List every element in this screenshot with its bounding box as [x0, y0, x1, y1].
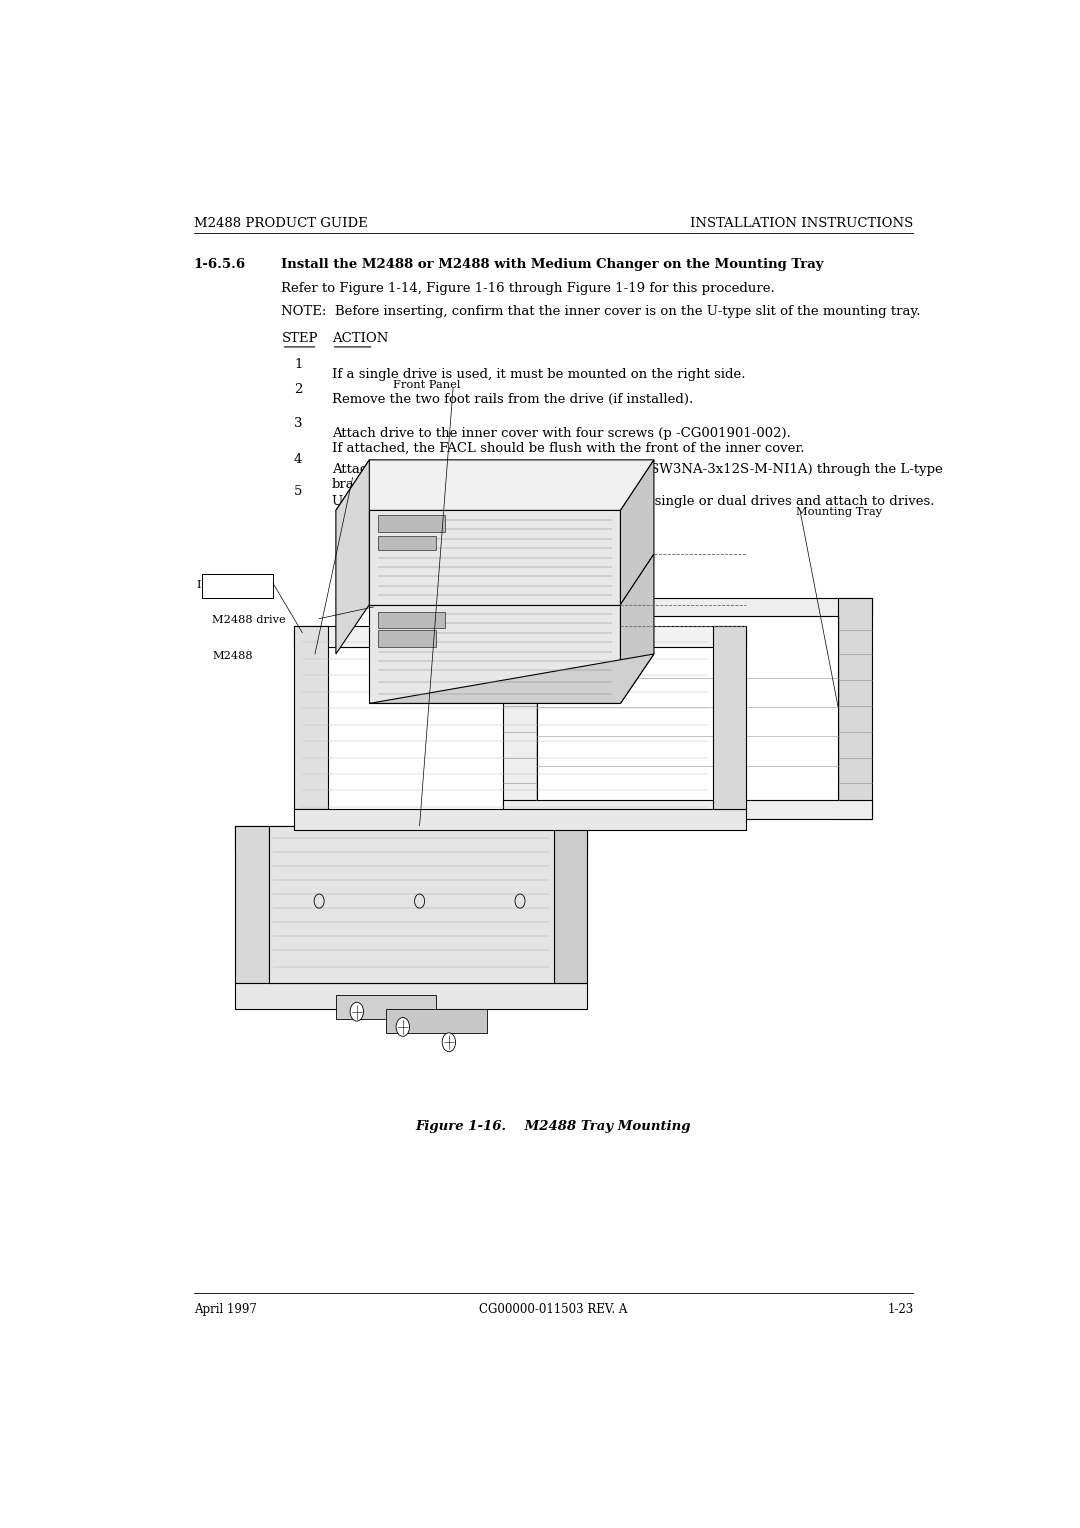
- Text: CG00000-011503 REV. A: CG00000-011503 REV. A: [480, 1303, 627, 1316]
- Text: M2488: M2488: [212, 651, 253, 660]
- Text: Refer to Figure 1-14, Figure 1-16 through Figure 1-19 for this procedure.: Refer to Figure 1-14, Figure 1-16 throug…: [282, 281, 775, 295]
- Text: Attach the rear of the drive with one screw (r - SW3NA-3x12S-M-NI1A) through the: Attach the rear of the drive with one sc…: [332, 463, 943, 492]
- Polygon shape: [235, 825, 588, 851]
- Text: Mounting Tray: Mounting Tray: [796, 507, 882, 516]
- Text: 5: 5: [294, 486, 302, 498]
- Text: 4: 4: [294, 454, 302, 466]
- Text: Front Panel: Front Panel: [393, 380, 460, 390]
- Polygon shape: [202, 575, 273, 597]
- Text: 2: 2: [294, 384, 302, 396]
- Text: 1: 1: [294, 358, 302, 371]
- Text: Remove the two foot rails from the drive (if installed).: Remove the two foot rails from the drive…: [332, 393, 693, 406]
- Polygon shape: [378, 631, 436, 646]
- Polygon shape: [620, 460, 653, 605]
- Circle shape: [350, 1002, 364, 1021]
- Polygon shape: [503, 597, 872, 616]
- Text: 3: 3: [294, 417, 302, 429]
- Polygon shape: [503, 799, 872, 819]
- Text: Inner Cover: Inner Cover: [197, 581, 266, 590]
- Text: M2488 drive: M2488 drive: [212, 616, 286, 625]
- Circle shape: [396, 1018, 409, 1036]
- Text: Attach drive to the inner cover with four screws (p -CG001901-002).
If attached,: Attach drive to the inner cover with fou…: [332, 426, 805, 455]
- Circle shape: [442, 1033, 456, 1051]
- Text: If a single drive is used, it must be mounted on the right side.: If a single drive is used, it must be mo…: [332, 368, 745, 380]
- Text: NOTE:  Before inserting, confirm that the inner cover is on the U-type slit of t: NOTE: Before inserting, confirm that the…: [282, 306, 921, 318]
- Polygon shape: [713, 626, 746, 810]
- Polygon shape: [336, 460, 369, 654]
- Text: INSTALLATION INSTRUCTIONS: INSTALLATION INSTRUCTIONS: [690, 217, 914, 229]
- Text: April 1997: April 1997: [193, 1303, 256, 1316]
- Polygon shape: [378, 536, 436, 550]
- Polygon shape: [378, 515, 445, 532]
- Polygon shape: [554, 825, 588, 984]
- Text: ACTION: ACTION: [332, 332, 388, 345]
- Polygon shape: [269, 825, 554, 984]
- Polygon shape: [838, 597, 872, 819]
- Polygon shape: [387, 1010, 486, 1033]
- Polygon shape: [294, 626, 746, 646]
- Text: Install the M2488 or M2488 with Medium Changer on the Mounting Tray: Install the M2488 or M2488 with Medium C…: [282, 258, 824, 270]
- Polygon shape: [369, 654, 653, 703]
- Text: Figure 1-16.    M2488 Tray Mounting: Figure 1-16. M2488 Tray Mounting: [416, 1120, 691, 1134]
- Polygon shape: [620, 555, 653, 703]
- Polygon shape: [369, 605, 620, 703]
- Polygon shape: [503, 597, 537, 819]
- Polygon shape: [336, 995, 436, 1019]
- Text: STEP: STEP: [282, 332, 318, 345]
- Polygon shape: [369, 510, 620, 605]
- Polygon shape: [378, 611, 445, 628]
- Text: Use the correct faceplate (optional) for either a single or dual drives and atta: Use the correct faceplate (optional) for…: [332, 495, 934, 509]
- Polygon shape: [235, 825, 269, 984]
- Text: 1-6.5.6: 1-6.5.6: [193, 258, 246, 270]
- Polygon shape: [294, 626, 327, 810]
- Text: M2488 PRODUCT GUIDE: M2488 PRODUCT GUIDE: [193, 217, 367, 229]
- Polygon shape: [336, 460, 653, 510]
- Polygon shape: [235, 984, 588, 1010]
- Text: 1-23: 1-23: [887, 1303, 914, 1316]
- Polygon shape: [294, 810, 746, 830]
